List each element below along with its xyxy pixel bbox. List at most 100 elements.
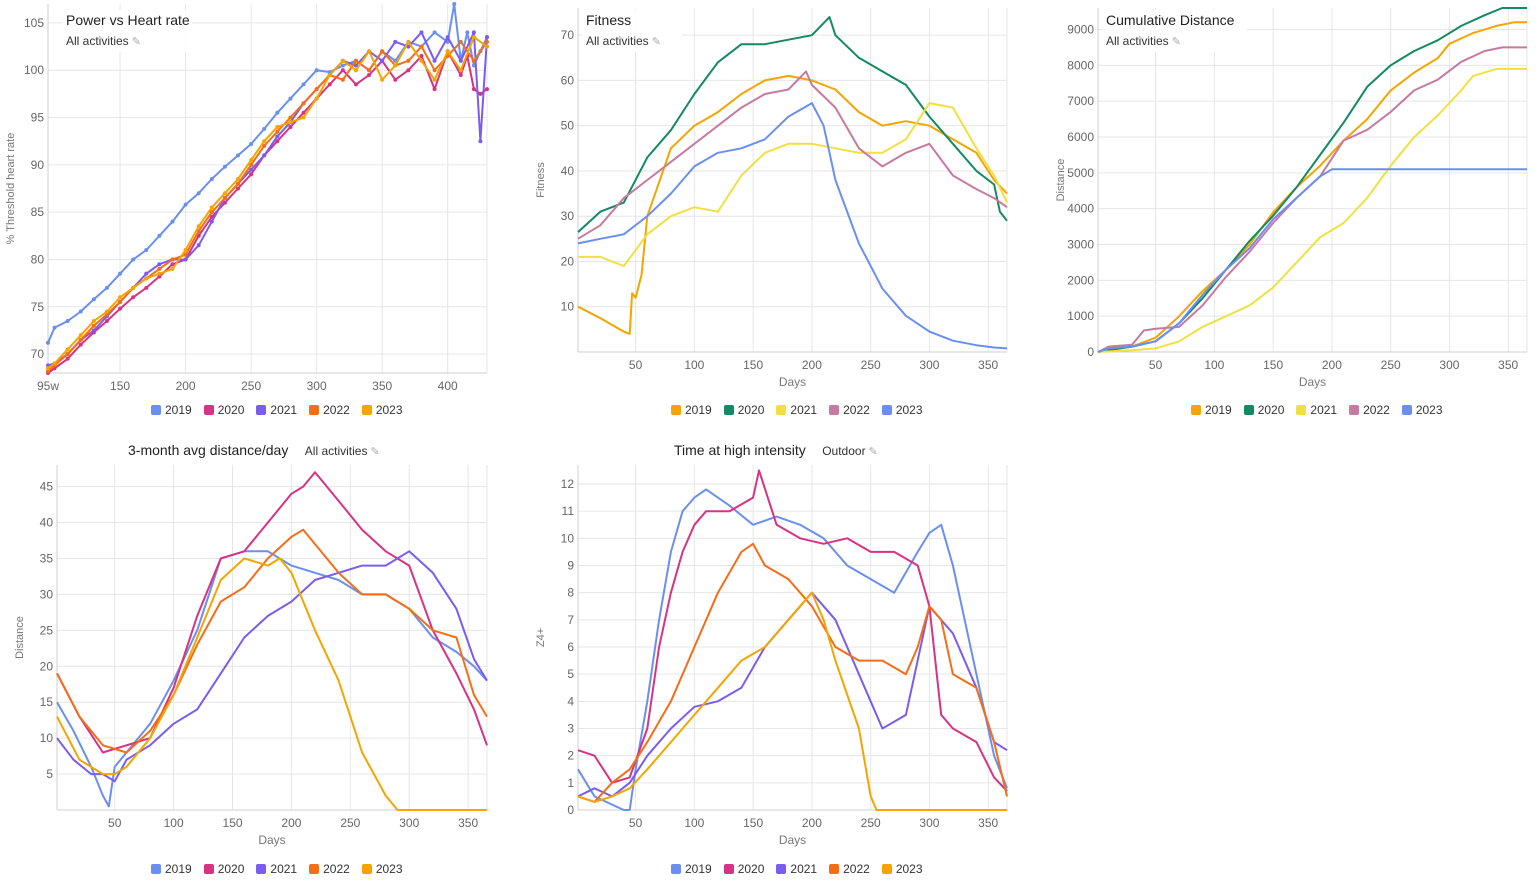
data-point-2020 [327,82,332,87]
y-axis-label: Distance [14,616,26,659]
x-tick-label: 95w [37,379,59,393]
data-point-2022 [419,44,424,49]
legend-label: 2019 [165,862,192,876]
chart-svg: 5 10 15 20 25 30 35 40 45 50 100 150 200 250 300 350 Dis… [14,465,488,847]
chart-cumulative-distance: 0 1000 2000 3000 4000 5000 6000 7000 8000 9000 50 1… [1030,0,1535,420]
x-tick-label: 50 [629,816,643,830]
legend-item[interactable]: 2022 [1349,403,1390,417]
legend-item[interactable]: 2021 [776,862,817,876]
data-point-2022 [471,58,476,63]
x-tick-label: 150 [743,358,763,372]
data-point-2022 [380,49,385,54]
data-point-2020 [340,68,345,73]
legend-item[interactable]: 2023 [361,403,403,417]
y-tick-label: 3 [567,722,574,736]
chart-3-month-avg-distance: 5 10 15 20 25 30 35 40 45 50 100 150 200 250 300 350 Dis… [0,435,500,887]
activity-filter-label: All activities [304,444,368,458]
series-line-2021 [578,102,1008,267]
legend-label: 2023 [895,403,923,417]
x-tick-label: 300 [1439,358,1459,372]
legend-swatch [309,864,320,874]
y-tick-label: 35 [40,551,54,565]
series-line-2021 [1097,67,1527,353]
legend-item[interactable]: 2022 [829,862,870,876]
series-line-2023 [1097,168,1527,353]
pencil-icon[interactable]: ✎ [1171,36,1181,48]
chart-legend: 2019 2020 2021 2022 2023 [151,862,403,876]
data-point-2019 [222,164,227,169]
chart-title: Fitness [586,12,632,28]
data-point-2019 [78,309,83,314]
data-point-2023 [91,318,96,323]
legend-item[interactable]: 2022 [309,403,350,417]
legend-item[interactable]: 2023 [881,403,923,417]
pencil-icon[interactable]: ✎ [868,446,878,458]
legend-item[interactable]: 2020 [203,403,244,417]
data-point-2019 [196,191,201,196]
data-point-2020 [432,87,437,92]
legend-label: 2019 [1205,403,1232,417]
legend-item[interactable]: 2019 [1191,403,1232,417]
data-point-2021 [275,134,280,139]
legend-item[interactable]: 2023 [361,862,403,876]
data-point-2020 [367,72,372,77]
pencil-icon[interactable]: ✎ [131,36,141,48]
legend-item[interactable]: 2019 [151,403,192,417]
y-tick-label: 1000 [1067,309,1094,323]
y-tick-label: 4 [567,694,574,708]
legend-item[interactable]: 2019 [151,862,192,876]
activity-filter[interactable]: All activities ✎ [586,34,661,48]
x-axis-label: Days [258,833,285,847]
x-axis-label: Days [1299,375,1326,389]
legend-item[interactable]: 2020 [723,403,764,417]
activity-filter[interactable]: All activities ✎ [66,34,141,48]
legend-item[interactable]: 2020 [203,862,244,876]
data-point-2020 [157,274,162,279]
data-point-2019 [314,68,319,73]
x-tick-label: 200 [802,816,822,830]
series-line-2020 [1097,7,1527,353]
data-point-2019 [452,2,457,6]
activity-filter[interactable]: All activities ✎ [305,444,380,458]
data-point-2020 [275,139,280,144]
x-tick-label: 300 [919,816,939,830]
legend-item[interactable]: 2020 [1243,403,1285,417]
data-point-2021 [485,35,489,40]
legend-swatch [361,405,372,415]
legend-label: 2020 [1257,403,1285,417]
pencil-icon[interactable]: ✎ [370,446,380,458]
x-tick-label: 100 [684,816,704,830]
activity-filter-label: All activities [1106,34,1169,48]
data-point-2020 [301,110,306,115]
legend-item[interactable]: 2020 [723,862,764,876]
x-tick-label: 100 [164,816,184,830]
x-tick-label: 200 [1322,358,1342,372]
legend-item[interactable]: 2021 [256,862,297,876]
data-point-2022 [340,77,345,82]
data-point-2022 [91,323,96,328]
y-tick-label: 6 [567,640,574,654]
activity-filter[interactable]: All activities ✎ [1106,34,1181,48]
legend-item[interactable]: 2022 [829,403,870,417]
legend-item[interactable]: 2023 [881,862,923,876]
legend-item[interactable]: 2021 [776,403,817,417]
legend-label: 2021 [270,403,298,417]
data-point-2022 [209,210,214,215]
chart-svg: 0 1000 2000 3000 4000 5000 6000 7000 8000 9000 50 1… [1055,7,1528,389]
data-point-2023 [314,96,319,101]
chart-title: Cumulative Distance [1106,12,1235,28]
legend-label: 2022 [843,862,870,876]
legend-item[interactable]: 2021 [256,403,297,417]
x-tick-label: 50 [108,816,122,830]
legend-item[interactable]: 2019 [671,862,712,876]
legend-item[interactable]: 2023 [1401,403,1443,417]
legend-swatch [671,405,681,415]
legend-item[interactable]: 2021 [1296,403,1337,417]
activity-filter[interactable]: Outdoor ✎ [822,444,878,458]
legend-item[interactable]: 2022 [309,862,350,876]
legend-item[interactable]: 2019 [671,403,712,417]
legend-swatch [309,405,320,415]
x-tick-label: 350 [978,358,998,372]
data-point-2022 [458,39,463,44]
pencil-icon[interactable]: ✎ [651,36,661,48]
